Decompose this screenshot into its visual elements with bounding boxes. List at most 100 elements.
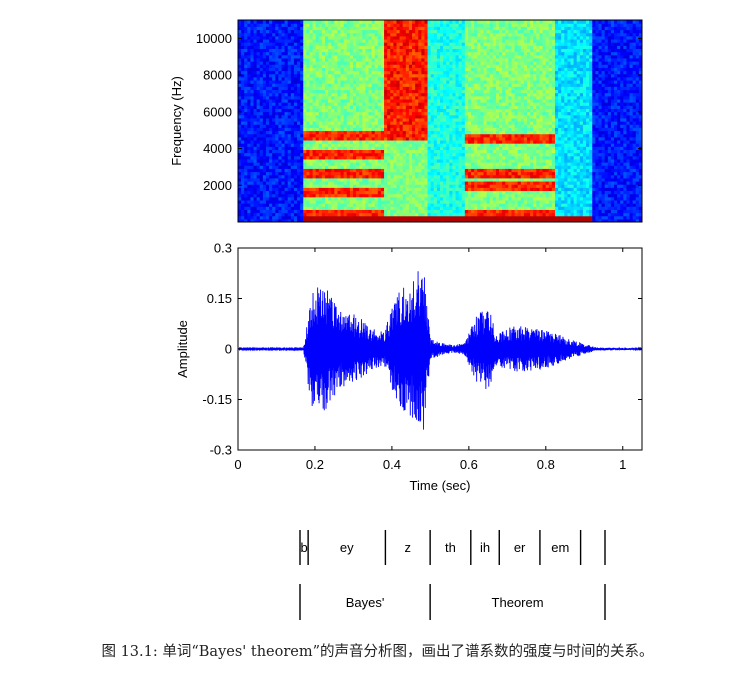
spectrogram-cell [247, 76, 252, 81]
spectrogram-cell [371, 127, 376, 132]
spectrogram-cell [256, 51, 261, 56]
spectrogram-cell [256, 35, 261, 40]
spectrogram-cell [396, 86, 401, 91]
spectrogram-cell [306, 79, 311, 84]
spectrogram-cell [272, 155, 276, 160]
spectrogram-cell [418, 130, 422, 135]
spectrogram-cell [337, 111, 342, 116]
spectrogram-cell [325, 108, 329, 113]
spectrogram-cell [275, 215, 279, 220]
spectrogram-cell [446, 114, 450, 119]
spectrogram-cell [352, 42, 357, 46]
spectrogram-cell [315, 35, 320, 40]
spectrogram-cell [352, 51, 357, 56]
spectrogram-cell [328, 57, 332, 62]
spectrogram-cell [458, 196, 463, 201]
spectrogram-cell [256, 54, 261, 59]
spectrogram-cell [390, 155, 394, 160]
spectrogram-cell [325, 83, 329, 87]
spectrogram-cell [467, 215, 472, 220]
spectrogram-cell [318, 57, 323, 62]
spectrogram-cell [384, 98, 388, 103]
spectrogram-cell [362, 187, 367, 192]
spectrogram-cell [477, 187, 481, 192]
spectrogram-cell [256, 57, 261, 62]
spectrogram-cell [474, 143, 478, 147]
spectrogram-cell [328, 168, 332, 173]
spectrogram-cell [272, 111, 276, 116]
spectrogram-cell [412, 76, 416, 81]
spectrogram-cell [340, 108, 345, 113]
spectrogram-cell [284, 124, 289, 128]
spectrogram-cell [374, 26, 379, 31]
spectrogram-cell [269, 162, 273, 166]
spectrogram-cell [312, 114, 317, 119]
spectrogram-cell [312, 23, 317, 27]
spectrogram-cell [412, 155, 416, 160]
spectrogram-cell [412, 92, 416, 97]
spectrogram-cell [467, 117, 472, 122]
spectrogram-cell [247, 57, 252, 62]
spectrogram-cell [287, 79, 292, 84]
spectrogram-cell [265, 89, 270, 94]
spectrogram-cell [374, 20, 379, 24]
spectrogram-cell [281, 127, 286, 132]
spectrogram-cell [269, 64, 273, 68]
spectrogram-cell [331, 143, 335, 147]
spectrogram-cell [377, 133, 382, 138]
spectrogram-cell [365, 42, 370, 46]
spectrogram-cell [440, 95, 444, 100]
spectrogram-cell [443, 124, 447, 128]
spectrogram-cell [418, 23, 422, 27]
spectrogram-cell [477, 111, 481, 116]
spectrogram-cell [471, 114, 475, 119]
spectrogram-cell [293, 51, 298, 56]
spectrogram-cell [325, 193, 329, 198]
spectrogram-cell [306, 29, 311, 34]
spectrogram-cell [275, 83, 279, 87]
spectrogram-cell [474, 139, 478, 144]
spectrogram-cell [303, 130, 307, 135]
spectrogram-cell [331, 42, 335, 46]
spectrogram-cell [408, 108, 413, 113]
spectrogram-cell [427, 67, 432, 72]
spectrogram-cell [293, 162, 298, 166]
spectrogram-cell [349, 98, 354, 103]
spectrogram-cell [393, 42, 398, 46]
spectrogram-cell [309, 45, 314, 50]
spectrogram-cell [275, 121, 279, 125]
spectrogram-cell [284, 48, 289, 53]
spectrogram-cell [256, 177, 261, 182]
spectrogram-cell [452, 199, 457, 204]
spectrogram-cell [241, 152, 245, 157]
spectrogram-cell [402, 79, 407, 84]
spectrogram-cell [387, 35, 391, 40]
spectrogram-cell [384, 48, 388, 53]
spectrogram-cell [309, 102, 314, 106]
spectrogram-cell [303, 73, 307, 78]
spectrogram-cell [387, 111, 391, 116]
spectrogram-cell [303, 64, 307, 68]
spectrogram-cell [424, 121, 429, 125]
spectrogram-cell [306, 165, 311, 169]
spectrogram-cell [346, 180, 351, 185]
spectrogram-cell [461, 95, 466, 100]
spectrogram-cell [253, 117, 258, 122]
spectrogram-cell [321, 139, 326, 144]
spectrogram-cell [371, 180, 376, 185]
spectrogram-cell [281, 70, 286, 75]
spectrogram-cell [384, 20, 388, 24]
spectrogram-cell [334, 193, 339, 198]
spectrogram-cell [346, 168, 351, 173]
spectrogram-cell [349, 23, 354, 27]
spectrogram-cell [250, 54, 255, 59]
spectrogram-cell [458, 42, 463, 46]
spectrogram-cell [377, 26, 382, 31]
spectrogram-cell [427, 171, 432, 176]
spectrogram-cell [253, 83, 258, 87]
spectrogram-cell [278, 158, 283, 163]
spectrogram-cell [334, 121, 339, 125]
spectrogram-cell [281, 162, 286, 166]
spectrogram-cell [455, 133, 460, 138]
spectrogram-cell [300, 174, 304, 179]
